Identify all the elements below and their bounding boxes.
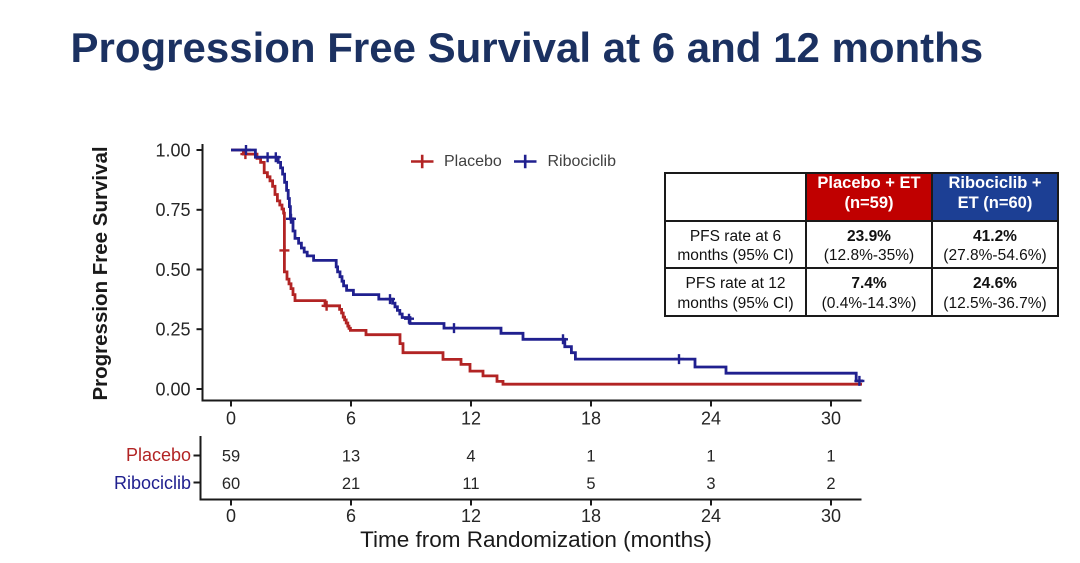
svg-text:0.50: 0.50 (155, 260, 190, 280)
svg-text:21: 21 (342, 475, 360, 493)
svg-text:3: 3 (706, 475, 715, 493)
svg-text:30: 30 (821, 506, 841, 526)
svg-text:0.00: 0.00 (155, 379, 190, 399)
svg-text:0: 0 (226, 506, 236, 526)
svg-text:59: 59 (222, 447, 240, 465)
svg-text:0: 0 (226, 409, 236, 429)
svg-text:1: 1 (706, 447, 715, 465)
svg-text:2: 2 (826, 475, 835, 493)
svg-text:Placebo: Placebo (444, 153, 502, 170)
svg-text:5: 5 (586, 475, 595, 493)
svg-text:Time from Randomization (month: Time from Randomization (months) (360, 527, 712, 552)
svg-text:6: 6 (346, 506, 356, 526)
svg-text:18: 18 (581, 409, 601, 429)
svg-text:0.75: 0.75 (155, 200, 190, 220)
svg-text:1: 1 (826, 447, 835, 465)
svg-text:0.25: 0.25 (155, 320, 190, 340)
svg-text:12: 12 (461, 409, 481, 429)
svg-text:30: 30 (821, 409, 841, 429)
svg-text:4: 4 (466, 447, 475, 465)
svg-text:60: 60 (222, 475, 240, 493)
svg-text:24: 24 (701, 409, 721, 429)
svg-text:1: 1 (586, 447, 595, 465)
svg-text:Ribociclib: Ribociclib (114, 473, 191, 493)
svg-text:13: 13 (342, 447, 360, 465)
svg-text:11: 11 (462, 475, 479, 493)
svg-text:Placebo: Placebo (126, 445, 191, 465)
svg-text:Ribociclib: Ribociclib (548, 153, 617, 170)
svg-text:18: 18 (581, 506, 601, 526)
svg-text:24: 24 (701, 506, 721, 526)
svg-text:12: 12 (461, 506, 481, 526)
svg-text:Progression Free Survival: Progression Free Survival (89, 146, 112, 400)
svg-text:6: 6 (346, 409, 356, 429)
svg-text:1.00: 1.00 (155, 140, 190, 160)
